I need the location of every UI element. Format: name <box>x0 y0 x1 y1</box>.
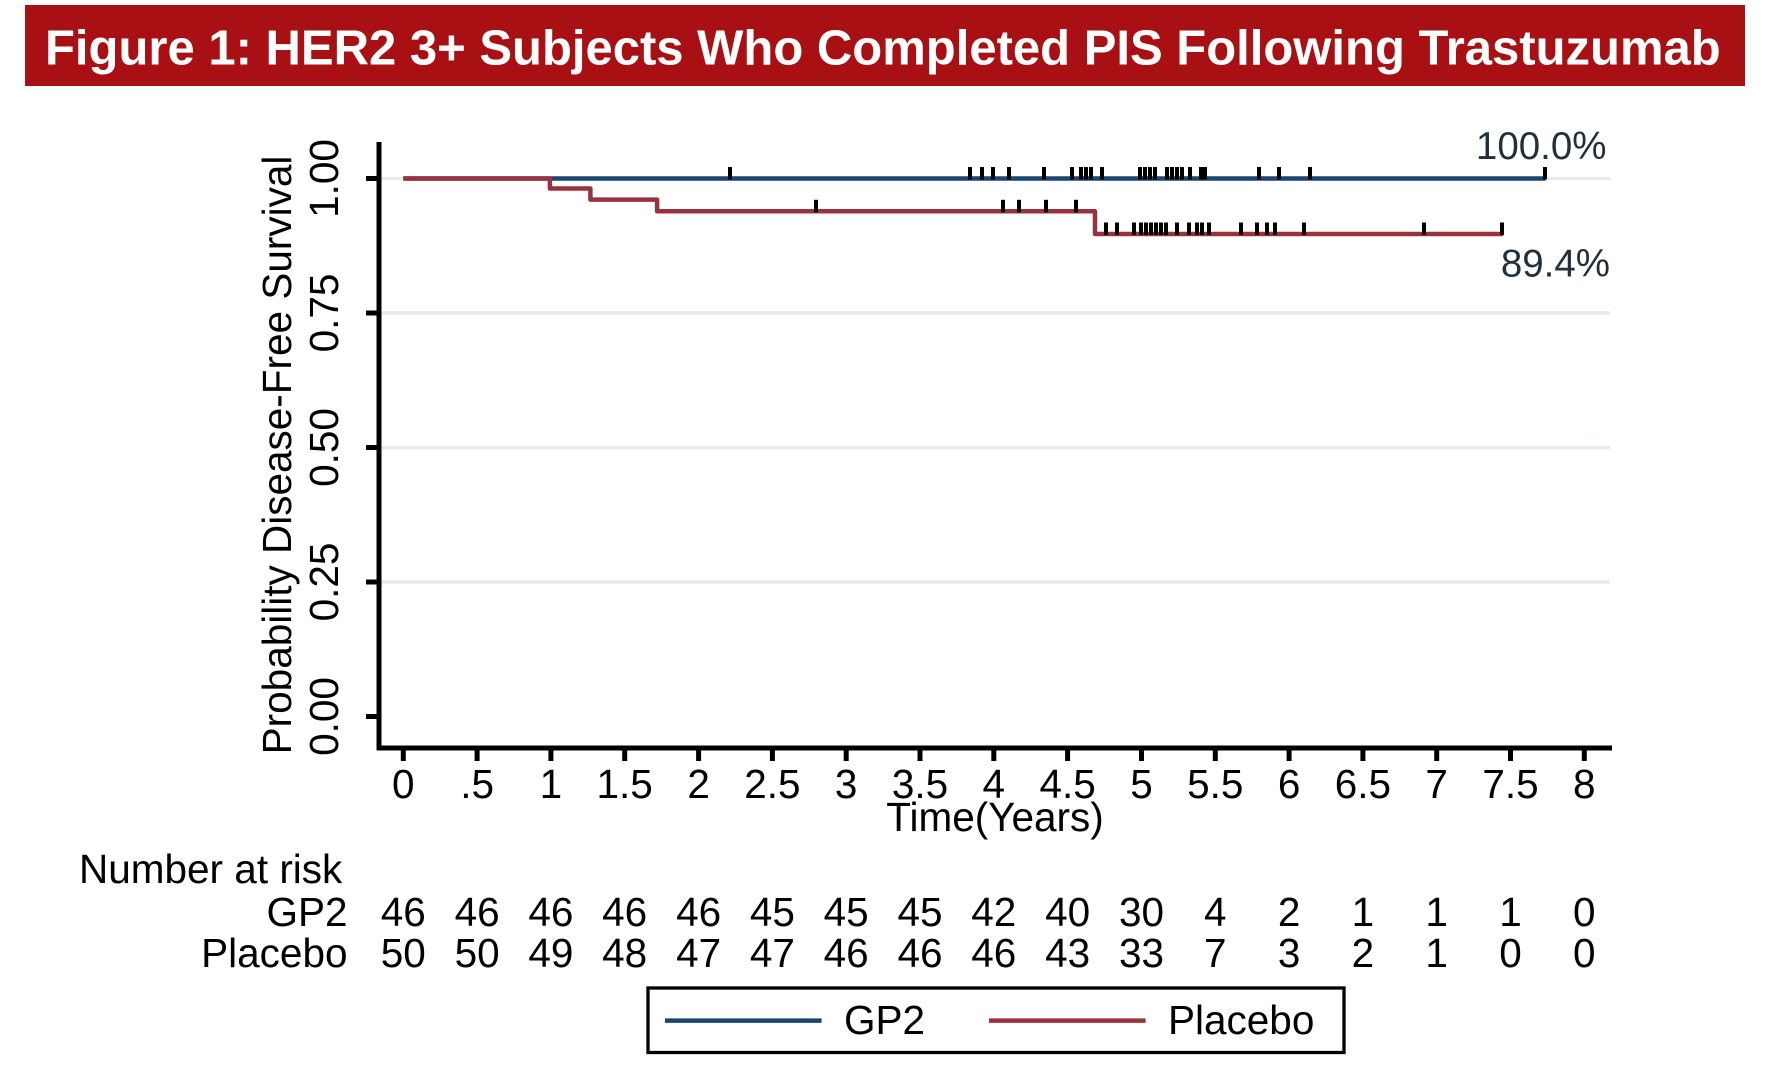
svg-text:2.5: 2.5 <box>744 761 800 807</box>
svg-text:0: 0 <box>1573 930 1596 976</box>
svg-text:33: 33 <box>1119 930 1164 976</box>
svg-text:5: 5 <box>1130 761 1153 807</box>
svg-text:46: 46 <box>381 889 426 935</box>
svg-text:Figure 1: HER2 3+ Subjects Who: Figure 1: HER2 3+ Subjects Who Completed… <box>45 22 1721 76</box>
svg-text:3.5: 3.5 <box>892 761 948 807</box>
svg-text:1: 1 <box>1425 930 1448 976</box>
svg-text:7.5: 7.5 <box>1482 761 1538 807</box>
svg-text:47: 47 <box>750 930 795 976</box>
svg-text:46: 46 <box>528 889 573 935</box>
svg-text:1: 1 <box>1352 889 1375 935</box>
svg-text:46: 46 <box>971 930 1016 976</box>
svg-text:4: 4 <box>1204 889 1227 935</box>
svg-text:49: 49 <box>528 930 573 976</box>
svg-text:46: 46 <box>455 889 500 935</box>
svg-text:3: 3 <box>835 761 858 807</box>
svg-text:50: 50 <box>381 930 426 976</box>
svg-text:3: 3 <box>1278 930 1301 976</box>
svg-text:0: 0 <box>1499 930 1522 976</box>
svg-text:42: 42 <box>971 889 1016 935</box>
svg-text:0: 0 <box>1573 889 1596 935</box>
svg-text:7: 7 <box>1425 761 1448 807</box>
svg-text:0.25: 0.25 <box>301 543 347 622</box>
svg-text:Placebo: Placebo <box>1168 997 1314 1043</box>
svg-text:1: 1 <box>1425 889 1448 935</box>
svg-text:8: 8 <box>1573 761 1596 807</box>
svg-text:47: 47 <box>676 930 721 976</box>
svg-text:50: 50 <box>455 930 500 976</box>
svg-text:Placebo: Placebo <box>201 930 347 976</box>
svg-text:7: 7 <box>1204 930 1227 976</box>
svg-text:0: 0 <box>392 761 415 807</box>
svg-text:1.00: 1.00 <box>301 139 347 218</box>
svg-text:6: 6 <box>1278 761 1301 807</box>
svg-text:46: 46 <box>676 889 721 935</box>
svg-text:2: 2 <box>1352 930 1375 976</box>
svg-text:0.75: 0.75 <box>301 274 347 353</box>
svg-text:2: 2 <box>1278 889 1301 935</box>
svg-text:30: 30 <box>1119 889 1164 935</box>
svg-text:Number at risk: Number at risk <box>79 846 343 892</box>
svg-text:6.5: 6.5 <box>1335 761 1391 807</box>
svg-text:45: 45 <box>750 889 795 935</box>
svg-text:45: 45 <box>824 889 869 935</box>
svg-text:40: 40 <box>1045 889 1090 935</box>
svg-text:43: 43 <box>1045 930 1090 976</box>
svg-text:4: 4 <box>983 761 1006 807</box>
svg-text:45: 45 <box>897 889 942 935</box>
svg-text:0.00: 0.00 <box>301 677 347 756</box>
svg-text:46: 46 <box>897 930 942 976</box>
svg-text:1: 1 <box>1499 889 1522 935</box>
svg-text:4.5: 4.5 <box>1039 761 1095 807</box>
svg-text:89.4%: 89.4% <box>1501 243 1610 286</box>
svg-text:46: 46 <box>602 889 647 935</box>
svg-text:100.0%: 100.0% <box>1476 125 1607 168</box>
svg-text:1: 1 <box>540 761 563 807</box>
svg-text:5.5: 5.5 <box>1187 761 1243 807</box>
svg-text:.5: .5 <box>460 761 494 807</box>
svg-text:46: 46 <box>824 930 869 976</box>
svg-text:0.50: 0.50 <box>301 408 347 487</box>
svg-text:Probability Disease-Free Survi: Probability Disease-Free Survival <box>254 156 300 755</box>
svg-text:48: 48 <box>602 930 647 976</box>
svg-text:GP2: GP2 <box>266 889 347 935</box>
svg-text:2: 2 <box>687 761 710 807</box>
svg-text:Time(Years): Time(Years) <box>886 794 1104 840</box>
svg-text:GP2: GP2 <box>844 997 925 1043</box>
svg-text:1.5: 1.5 <box>597 761 653 807</box>
